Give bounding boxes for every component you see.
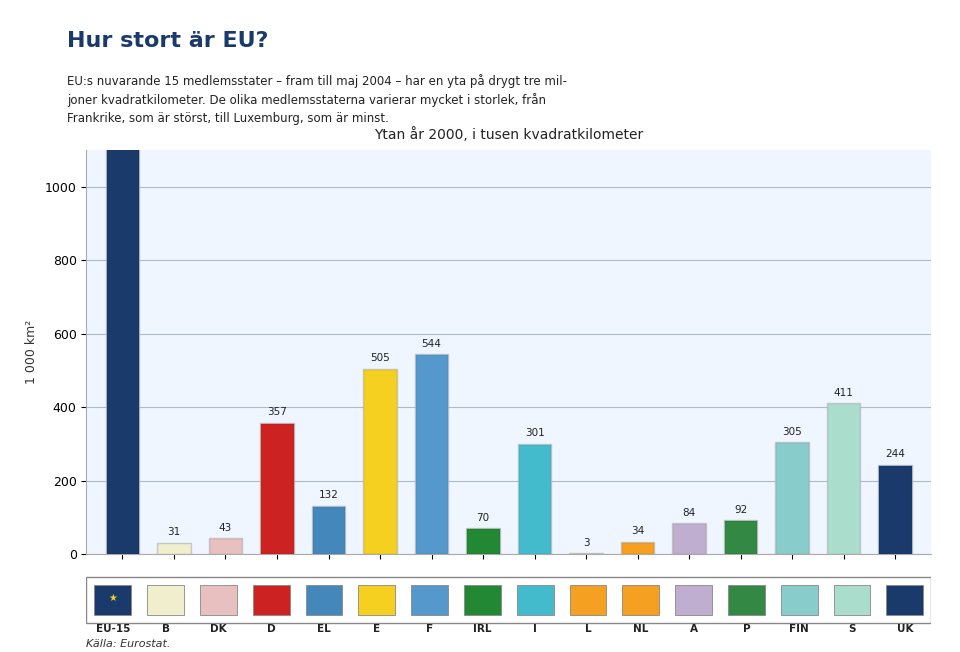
Text: 3: 3 bbox=[583, 538, 589, 548]
Text: FIN: FIN bbox=[789, 624, 809, 634]
Text: I: I bbox=[533, 624, 538, 634]
Bar bbox=[157, 543, 191, 554]
Text: 505: 505 bbox=[371, 353, 390, 363]
Bar bbox=[569, 553, 603, 554]
Text: Källa: Eurostat.: Källa: Eurostat. bbox=[86, 640, 171, 649]
Bar bbox=[363, 368, 396, 554]
Bar bbox=[621, 542, 655, 554]
Text: 411: 411 bbox=[833, 388, 853, 398]
Bar bbox=[415, 354, 448, 554]
Text: 305: 305 bbox=[782, 426, 802, 437]
Text: 357: 357 bbox=[267, 408, 287, 417]
Bar bbox=[358, 585, 396, 614]
Text: EU:s nuvarande 15 medlemsstater – fram till maj 2004 – har en yta på drygt tre m: EU:s nuvarande 15 medlemsstater – fram t… bbox=[67, 74, 567, 125]
Text: 244: 244 bbox=[885, 449, 905, 459]
Text: IRL: IRL bbox=[473, 624, 492, 634]
Bar bbox=[516, 585, 554, 614]
Bar bbox=[106, 0, 139, 554]
Text: 544: 544 bbox=[421, 339, 442, 349]
Bar bbox=[878, 464, 912, 554]
Text: E: E bbox=[373, 624, 380, 634]
Bar bbox=[728, 585, 765, 614]
Bar bbox=[827, 403, 860, 554]
Text: 301: 301 bbox=[525, 428, 544, 438]
Bar bbox=[464, 585, 501, 614]
Bar bbox=[517, 443, 551, 554]
Bar bbox=[724, 520, 757, 554]
Text: 43: 43 bbox=[219, 523, 232, 533]
Bar bbox=[780, 585, 818, 614]
Bar bbox=[312, 506, 346, 554]
Text: A: A bbox=[689, 624, 698, 634]
Text: 70: 70 bbox=[476, 513, 490, 523]
Text: L: L bbox=[585, 624, 591, 634]
Text: P: P bbox=[743, 624, 750, 634]
Text: S: S bbox=[849, 624, 855, 634]
Bar bbox=[467, 529, 500, 554]
Title: Ytan år 2000, i tusen kvadratkilometer: Ytan år 2000, i tusen kvadratkilometer bbox=[374, 127, 643, 142]
Bar bbox=[672, 524, 706, 554]
Bar bbox=[415, 354, 448, 554]
Bar bbox=[411, 585, 448, 614]
Bar bbox=[106, 0, 139, 554]
Bar bbox=[363, 368, 396, 554]
Text: EL: EL bbox=[317, 624, 331, 634]
Bar bbox=[569, 553, 603, 554]
Bar bbox=[147, 585, 184, 614]
Bar bbox=[200, 585, 237, 614]
Bar bbox=[312, 506, 346, 554]
Text: 92: 92 bbox=[734, 505, 747, 515]
Bar bbox=[776, 442, 809, 554]
Bar bbox=[569, 585, 607, 614]
Text: B: B bbox=[161, 624, 170, 634]
Text: 132: 132 bbox=[319, 490, 339, 500]
Bar bbox=[833, 585, 871, 614]
Text: EU-15: EU-15 bbox=[96, 624, 130, 634]
Bar bbox=[886, 585, 924, 614]
Bar bbox=[86, 577, 931, 623]
Text: D: D bbox=[267, 624, 276, 634]
Text: DK: DK bbox=[210, 624, 227, 634]
Text: 31: 31 bbox=[167, 527, 180, 537]
Bar bbox=[208, 539, 242, 554]
Bar bbox=[208, 539, 242, 554]
Bar bbox=[467, 529, 500, 554]
Bar bbox=[675, 585, 712, 614]
Bar bbox=[672, 524, 706, 554]
Text: 84: 84 bbox=[683, 508, 696, 518]
Bar bbox=[260, 423, 294, 554]
Bar bbox=[878, 464, 912, 554]
Text: Hur stort är EU?: Hur stort är EU? bbox=[67, 31, 269, 51]
Bar bbox=[621, 542, 655, 554]
Text: UK: UK bbox=[897, 624, 913, 634]
Bar bbox=[260, 423, 294, 554]
Text: NL: NL bbox=[633, 624, 649, 634]
Bar bbox=[94, 585, 132, 614]
Y-axis label: 1 000 km²: 1 000 km² bbox=[25, 320, 37, 384]
Bar bbox=[724, 520, 757, 554]
Text: F: F bbox=[426, 624, 433, 634]
Text: ★: ★ bbox=[108, 593, 117, 603]
Bar bbox=[517, 443, 551, 554]
Text: 34: 34 bbox=[631, 526, 644, 536]
Bar bbox=[776, 442, 809, 554]
Bar bbox=[622, 585, 660, 614]
Bar bbox=[827, 403, 860, 554]
Bar bbox=[252, 585, 290, 614]
Bar bbox=[157, 543, 191, 554]
Bar bbox=[305, 585, 343, 614]
